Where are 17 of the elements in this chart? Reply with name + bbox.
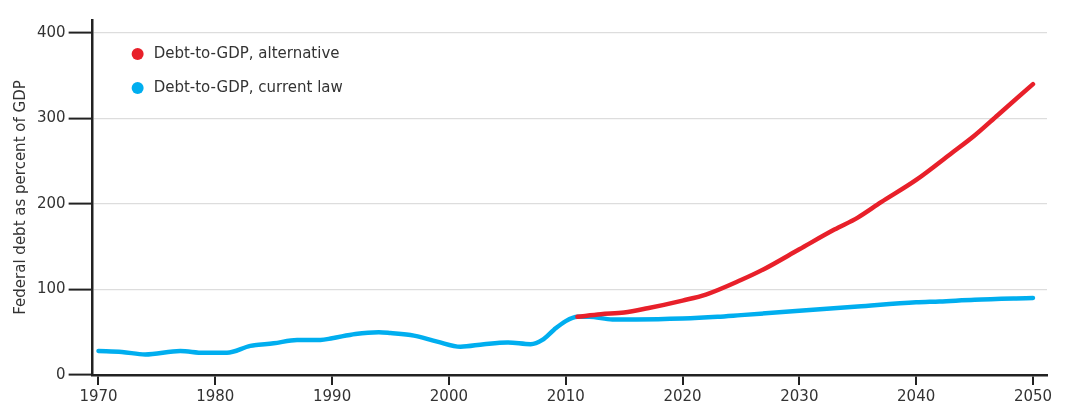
x-tick-label: 2050 bbox=[1013, 386, 1053, 405]
x-tick-label: 1970 bbox=[79, 386, 118, 405]
y-tick-label: 300 bbox=[36, 108, 66, 127]
legend-label: Debt-to-GDP, current law bbox=[153, 77, 343, 96]
x-tick-label: 2040 bbox=[897, 386, 936, 405]
x-tick-label: 2030 bbox=[780, 386, 819, 405]
y-tick-label: 100 bbox=[36, 279, 66, 298]
x-tick-label: 1990 bbox=[313, 386, 352, 405]
legend-label: Debt-to-GDP, alternative bbox=[153, 43, 340, 62]
x-tick-label: 2020 bbox=[663, 386, 702, 405]
x-tick-label: 2010 bbox=[546, 386, 585, 405]
x-tick-label: 1980 bbox=[196, 386, 235, 405]
x-tick-label: 2000 bbox=[429, 386, 469, 405]
y-tick-label: 200 bbox=[36, 193, 66, 212]
y-tick-label: 0 bbox=[56, 364, 66, 383]
y-axis-title: Federal debt as percent of GDP bbox=[10, 80, 29, 315]
y-tick-label: 400 bbox=[36, 22, 66, 41]
